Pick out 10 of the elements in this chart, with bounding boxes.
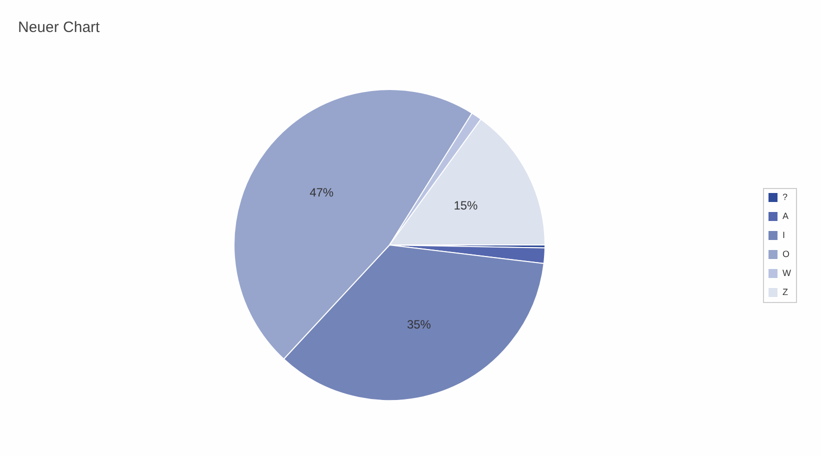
legend-label: ?	[782, 192, 788, 202]
data-label: 15%	[454, 198, 478, 212]
legend-label: W	[782, 268, 792, 278]
data-label: 47%	[310, 185, 334, 200]
legend-label: I	[782, 230, 786, 240]
data-label: 35%	[406, 318, 432, 332]
legend-label: O	[782, 248, 790, 259]
legend-label: A	[782, 210, 789, 221]
legend-label: Z	[782, 286, 789, 297]
text: Neuer Chart	[18, 18, 100, 38]
